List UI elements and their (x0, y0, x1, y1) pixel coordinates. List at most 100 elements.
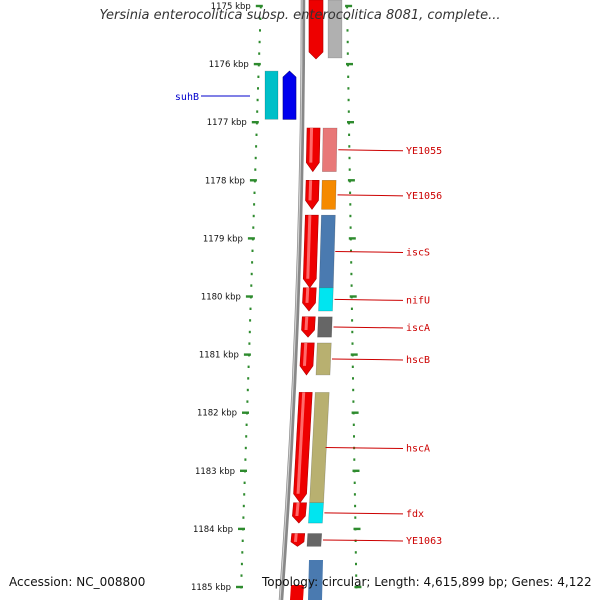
scale-dot (241, 551, 244, 554)
scale-label: 1184 kbp (193, 525, 233, 535)
scale-major-tick (255, 4, 263, 8)
scale-major-tick (346, 62, 353, 66)
scale-dot (354, 516, 357, 519)
gene-hscb[interactable] (299, 342, 332, 376)
gene-label-ye1055[interactable]: YE1055 (406, 146, 442, 157)
scale-dot (347, 98, 350, 102)
gene-ye1063[interactable] (290, 533, 323, 547)
scale-dot (246, 388, 249, 392)
cds-arrow (306, 127, 321, 173)
cds-arrow (299, 342, 315, 376)
scale-dot (254, 168, 257, 171)
scale-dot (245, 423, 248, 426)
scale-dot (240, 562, 243, 566)
scale-dot (247, 365, 250, 368)
cog-bar (306, 533, 323, 547)
cog-bar (308, 502, 324, 524)
scale-major-tick (245, 295, 253, 298)
cog-bar (318, 214, 336, 289)
gene-ye1055[interactable] (306, 127, 338, 173)
gene-suhb[interactable] (264, 70, 297, 120)
cds-shine (295, 502, 300, 516)
label-leader-line (338, 149, 404, 152)
scale-dot (243, 493, 246, 496)
gene-label-nifu[interactable]: nifU (406, 295, 430, 306)
cds-arrow (305, 180, 320, 210)
scale-dot (351, 342, 354, 345)
scale-dot (256, 98, 259, 102)
topology-label: Topology: circular; Length: 4,615,899 bp… (262, 575, 592, 589)
cds-arrow (290, 533, 306, 547)
scale-dot (258, 52, 261, 55)
label-leader-line (324, 512, 404, 515)
scale-dot (353, 458, 356, 461)
scale-major-tick (347, 179, 355, 182)
scale-label: 1182 kbp (197, 409, 237, 419)
scale-dot (244, 458, 247, 461)
cds-arrow-partial (308, 0, 324, 60)
cog-bar (318, 287, 334, 312)
scale-dot (355, 574, 358, 577)
scale-dot (353, 481, 356, 484)
cds-shine (296, 392, 306, 494)
cds-shine (304, 316, 309, 331)
gene-label-hsca[interactable]: hscA (406, 444, 430, 455)
gene-iscs[interactable] (302, 214, 336, 289)
scale-dot (346, 52, 349, 55)
scale-dot (248, 342, 251, 345)
label-leader-line (334, 298, 404, 301)
gene-hsca[interactable] (293, 392, 330, 504)
scale-dot (255, 145, 258, 148)
scale-label: 1177 kbp (207, 118, 247, 128)
label-leader-line (331, 358, 404, 361)
gene-label-iscs[interactable]: iscS (406, 247, 430, 258)
scale-dot (354, 504, 357, 508)
cds-arrow (292, 502, 307, 524)
gene-label-ye1056[interactable]: YE1056 (406, 191, 442, 202)
label-leader-line (333, 326, 404, 329)
scale-major-tick (243, 353, 251, 356)
label-leader-line (325, 447, 404, 450)
scale-dot (245, 435, 248, 438)
scale-dot (347, 87, 350, 90)
gene-label-suhb[interactable]: suhB (175, 92, 199, 103)
scale-major-tick (354, 585, 362, 589)
cog-bar (317, 316, 333, 338)
gene-label-isca[interactable]: iscA (406, 323, 430, 334)
scale-major-tick (352, 469, 360, 472)
scale-dot (240, 574, 243, 577)
gene-label-fdx[interactable]: fdx (406, 509, 424, 520)
scale-label: 1180 kbp (201, 293, 241, 303)
scale-major-tick (247, 237, 255, 240)
scale-dot (256, 110, 259, 113)
gene-label-hscb[interactable]: hscB (406, 355, 430, 366)
gene-fdx[interactable] (292, 502, 324, 524)
scale-label: 1181 kbp (199, 351, 239, 361)
scale-dot (351, 365, 354, 368)
scale-major-tick (253, 62, 261, 66)
scale-major-tick (348, 237, 356, 240)
scale-major-tick (238, 527, 245, 531)
scale-dot (355, 562, 357, 566)
gene-label-ye1063[interactable]: YE1063 (406, 536, 442, 547)
scale-dot (353, 493, 356, 496)
gene-ye1056[interactable] (305, 180, 337, 210)
gene-isca[interactable] (301, 316, 333, 338)
scale-dot (250, 284, 253, 287)
scale-dot (350, 261, 353, 264)
scale-dot (249, 319, 252, 322)
scale-major-tick (347, 121, 354, 124)
scale-dot (351, 330, 354, 334)
scale-dot (242, 516, 245, 519)
scale-dot (242, 504, 245, 508)
cog-bar (315, 342, 332, 376)
scale-dot (248, 330, 251, 334)
scale-dot (254, 156, 257, 160)
scale-dot (244, 446, 247, 450)
gene-nifu[interactable] (302, 287, 334, 312)
scale-dot (352, 423, 355, 426)
scale-dot (241, 539, 244, 542)
cds-arrow (282, 70, 297, 120)
cds-shine (306, 215, 312, 279)
scale-dot (350, 307, 353, 310)
